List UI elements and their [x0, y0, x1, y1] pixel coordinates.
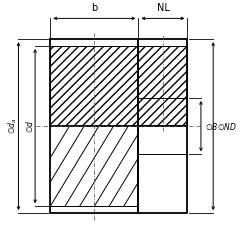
Text: $\varnothing d$: $\varnothing d$ — [24, 120, 35, 133]
Text: NL: NL — [156, 4, 170, 14]
Text: $\varnothing B$: $\varnothing B$ — [204, 121, 218, 132]
Text: b: b — [91, 4, 98, 14]
Text: $\varnothing ND$: $\varnothing ND$ — [217, 121, 237, 132]
Polygon shape — [138, 46, 188, 126]
Text: $\varnothing d_a$: $\varnothing d_a$ — [7, 118, 19, 134]
Polygon shape — [50, 46, 138, 126]
